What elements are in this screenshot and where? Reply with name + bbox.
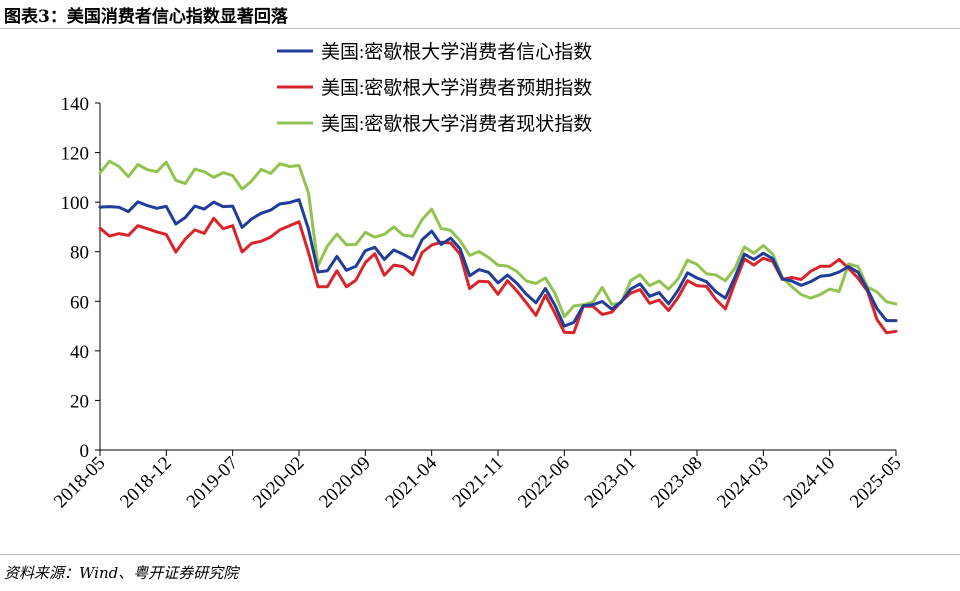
x-tick-label: 2024-03 xyxy=(713,453,773,513)
line-chart: 美国:密歇根大学消费者信心指数美国:密歇根大学消费者预期指数美国:密歇根大学消费… xyxy=(50,41,906,513)
y-tick-label: 40 xyxy=(70,342,89,363)
figure-title: 图表3：美国消费者信心指数显著回落 xyxy=(4,7,288,27)
source-note: 资料来源：Wind、粤开证券研究院 xyxy=(4,564,239,582)
y-tick-label: 20 xyxy=(70,391,89,412)
x-tick-label: 2021-11 xyxy=(448,453,507,512)
x-tick-label: 2020-09 xyxy=(315,453,375,513)
x-tick-label: 2024-10 xyxy=(780,453,840,513)
y-tick-label: 0 xyxy=(80,441,90,462)
x-tick-label: 2018-12 xyxy=(116,453,176,513)
x-tick-label: 2023-08 xyxy=(647,453,707,513)
y-tick-label: 100 xyxy=(61,193,90,214)
legend-label-0: 美国:密歇根大学消费者信心指数 xyxy=(321,41,592,63)
series-line-1 xyxy=(98,216,898,335)
y-tick-label: 60 xyxy=(70,292,89,313)
x-tick-label: 2025-05 xyxy=(846,453,906,513)
y-tick-label: 120 xyxy=(61,144,90,165)
y-axis: 0 20 40 60 80 100 120 140 xyxy=(61,94,101,462)
x-tick-label: 2019-07 xyxy=(183,453,243,513)
legend-label-1: 美国:密歇根大学消费者预期指数 xyxy=(321,77,592,99)
series-line-2 xyxy=(98,159,898,319)
series-lines xyxy=(98,159,898,335)
y-tick-label: 140 xyxy=(61,94,90,115)
x-tick-label: 2023-01 xyxy=(581,453,641,513)
y-tick-label: 80 xyxy=(70,243,89,264)
bottom-divider xyxy=(0,554,960,555)
series-line-0 xyxy=(98,198,898,328)
chart-legend: 美国:密歇根大学消费者信心指数美国:密歇根大学消费者预期指数美国:密歇根大学消费… xyxy=(277,41,592,135)
x-tick-label: 2020-02 xyxy=(249,453,309,513)
x-axis: 2018-05 2018-12 2019-07 2020-02 2020-09 2021-… xyxy=(50,449,906,513)
x-tick-label: 2021-04 xyxy=(382,452,442,512)
legend-label-2: 美国:密歇根大学消费者现状指数 xyxy=(321,113,592,135)
top-divider xyxy=(0,28,960,29)
x-tick-label: 2022-06 xyxy=(514,453,574,513)
